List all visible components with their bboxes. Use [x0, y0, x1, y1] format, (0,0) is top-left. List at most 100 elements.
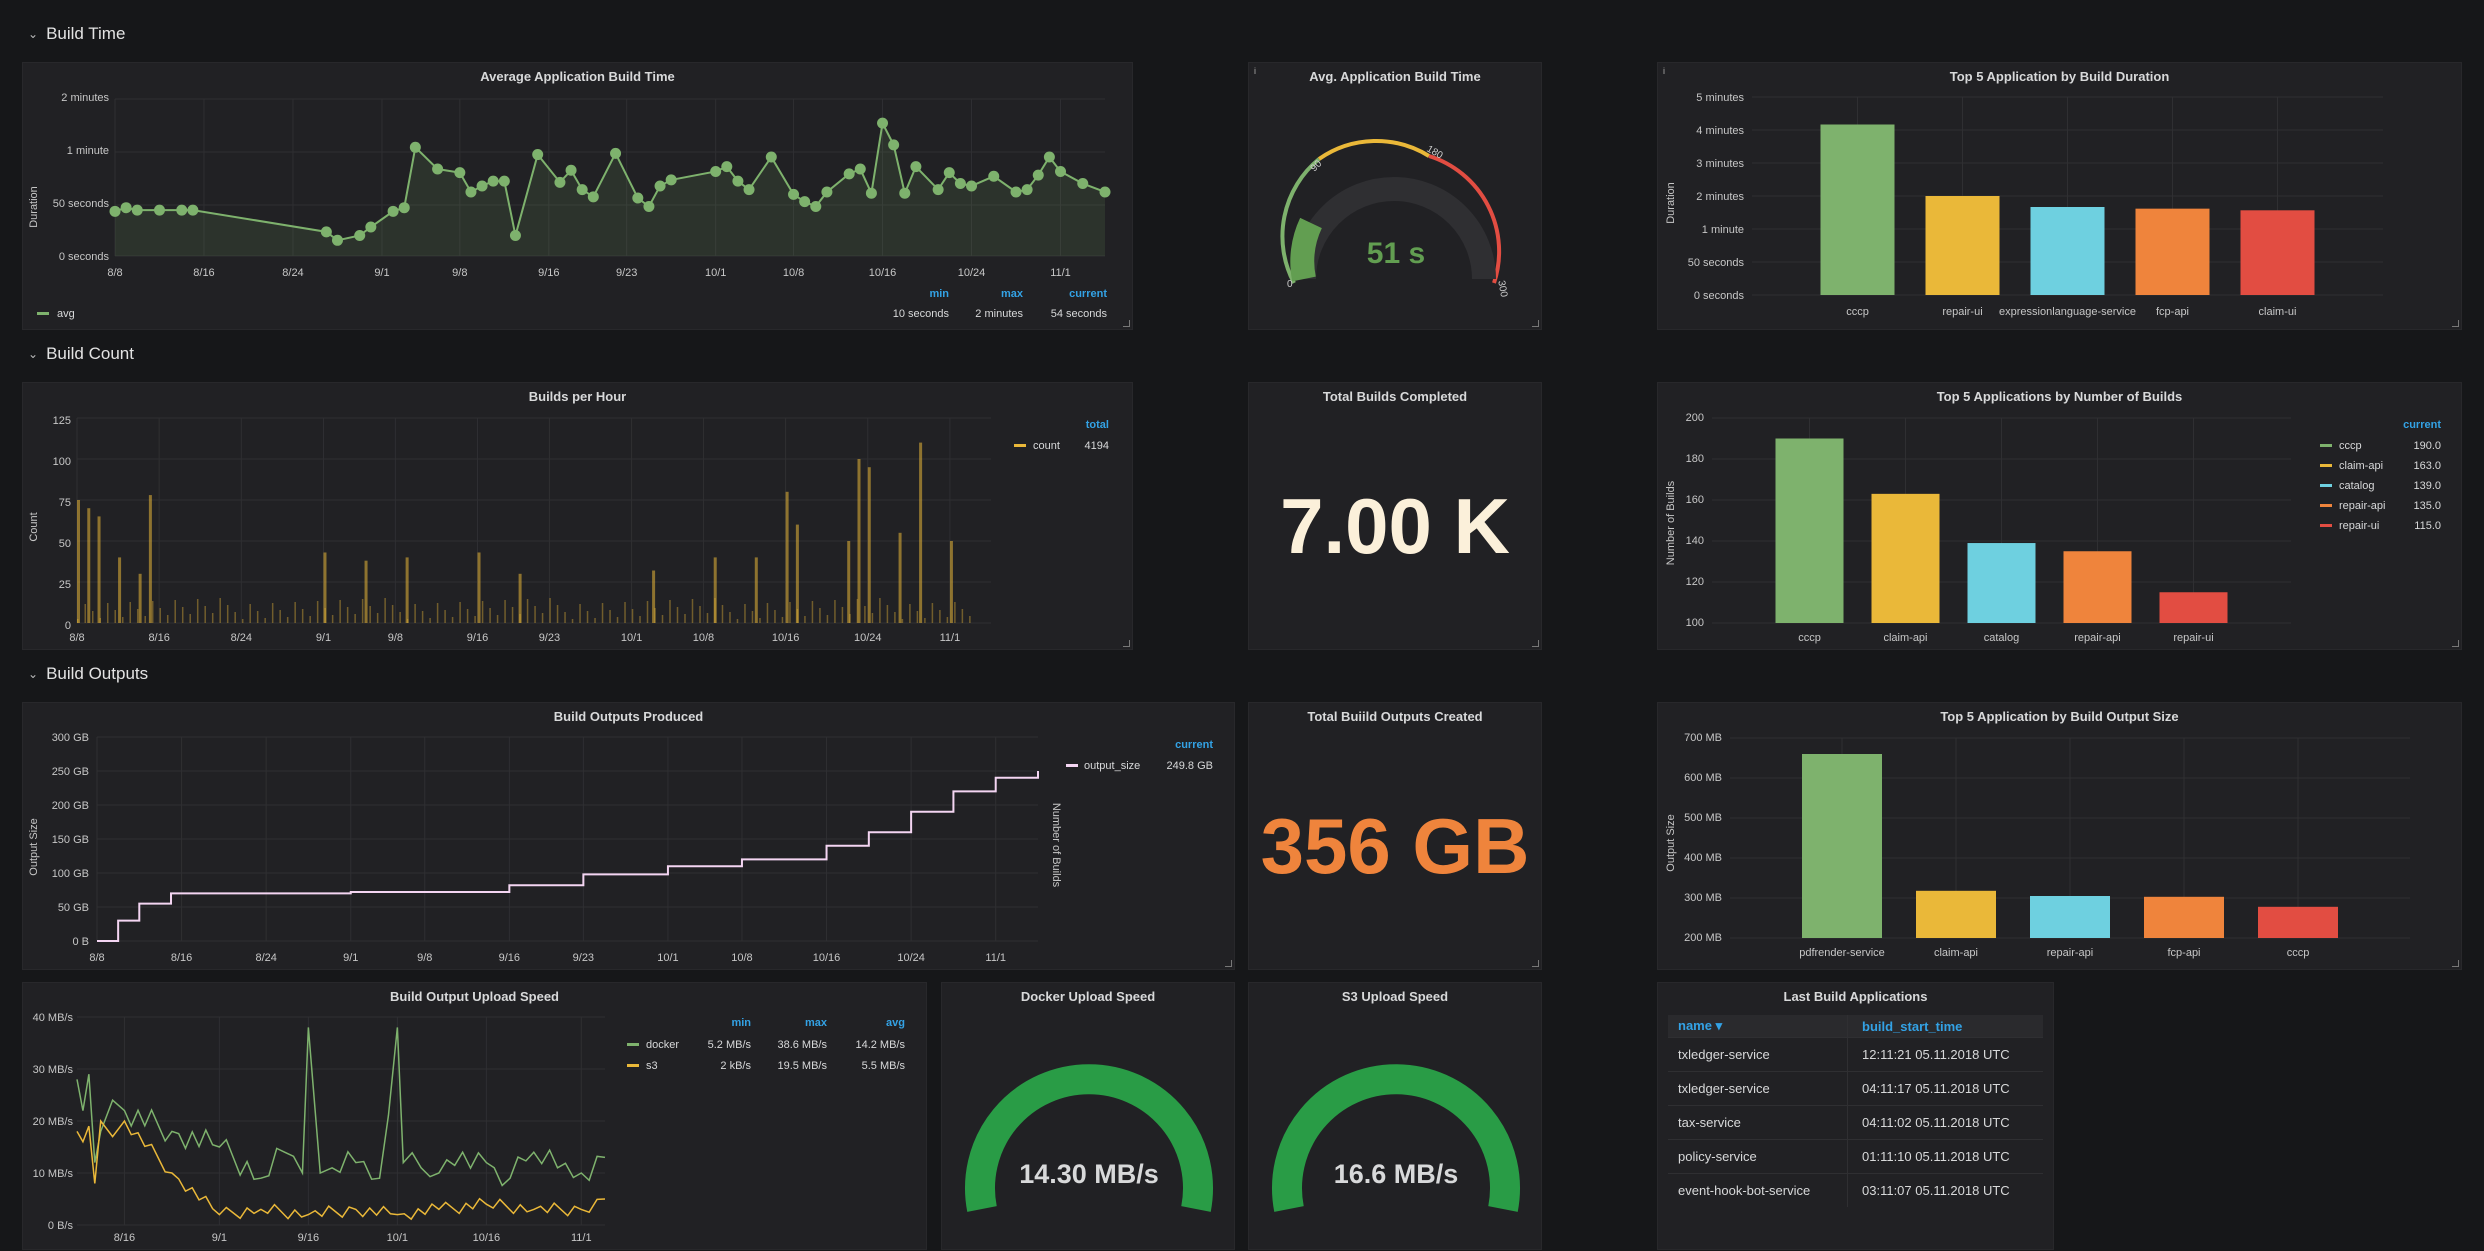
y-tick: 50 GB [58, 902, 89, 914]
bar [867, 467, 871, 623]
row-title-build-outputs[interactable]: ⌄ Build Outputs [28, 664, 149, 683]
bar [211, 613, 214, 623]
bar [676, 607, 679, 623]
legend-series[interactable]: catalog [2339, 480, 2374, 492]
bar [774, 610, 776, 623]
panel-s3-speed[interactable]: S3 Upload Speed 16.6 MB/s [1248, 982, 1542, 1250]
panel-avg-build-time[interactable]: Average Application Build Time Duration … [22, 62, 1133, 330]
resize-handle[interactable] [2452, 320, 2459, 327]
resize-handle[interactable] [1532, 960, 1539, 967]
info-icon[interactable]: i [1663, 66, 1665, 76]
data-point [1021, 184, 1033, 196]
legend-max: 19.5 MB/s [777, 1060, 827, 1072]
bar [466, 609, 469, 623]
y-tick: 2 minutes [1696, 191, 1744, 203]
y-tick: 700 MB [1684, 732, 1722, 744]
column-header-build-start-time[interactable]: build_start_time [1862, 1018, 1963, 1034]
legend-series[interactable]: repair-api [2339, 500, 2385, 512]
data-point [509, 229, 521, 241]
bar-repair-ui [1925, 196, 2000, 295]
data-point [732, 175, 744, 187]
info-icon[interactable]: i [1254, 66, 1256, 76]
legend-series[interactable]: avg [57, 308, 75, 320]
data-point [476, 180, 488, 192]
x-tick: 8/16 [114, 1232, 135, 1244]
cell-name: tax-service [1668, 1106, 1848, 1139]
bar [121, 617, 124, 623]
bar [138, 573, 142, 623]
bar [77, 619, 79, 623]
bar-claim-api [1871, 493, 1940, 623]
cell-time: 01:11:10 05.11.2018 UTC [1862, 1149, 2010, 1164]
x-tick: cccp [2287, 947, 2310, 959]
legend-series-docker[interactable]: docker [646, 1039, 679, 1051]
x-tick: 8/8 [107, 267, 122, 279]
bar [646, 601, 649, 623]
panel-total-outputs[interactable]: Total Buiild Outputs Created 356 GB [1248, 702, 1542, 970]
row-title-build-count[interactable]: ⌄ Build Count [28, 344, 134, 363]
legend-current: 190.0 [2413, 440, 2441, 452]
row-title-build-time[interactable]: ⌄ Build Time [28, 24, 126, 43]
table-row: tax-service 04:11:02 05.11.2018 UTC [1668, 1105, 2043, 1139]
bar-fcp-api [2135, 208, 2210, 295]
bar [609, 610, 611, 623]
x-tick: 9/16 [538, 267, 559, 279]
x-tick: 10/16 [772, 632, 800, 644]
data-point [654, 180, 666, 192]
x-tick: 10/24 [958, 267, 986, 279]
gauge-value: 51 s [1367, 237, 1425, 270]
bar [766, 603, 769, 623]
y-tick: 0 seconds [1694, 290, 1745, 302]
legend-header-max: max [805, 1017, 828, 1029]
legend-series[interactable]: repair-ui [2339, 520, 2379, 532]
resize-handle[interactable] [1225, 960, 1232, 967]
bar [489, 608, 491, 623]
legend-swatch-claim-api [2320, 464, 2332, 467]
resize-handle[interactable] [1532, 320, 1539, 327]
column-header-name[interactable]: name ▾ [1668, 1015, 1848, 1037]
panel-top5-output-size[interactable]: Top 5 Application by Build Output Size O… [1657, 702, 2462, 970]
data-point [954, 178, 966, 190]
bar [744, 604, 746, 623]
data-point [1032, 169, 1044, 181]
cell-name: txledger-service [1668, 1038, 1848, 1071]
legend-series[interactable]: count [1033, 440, 1060, 452]
data-point [665, 174, 677, 186]
bar [196, 599, 199, 623]
resize-handle[interactable] [2452, 640, 2459, 647]
x-tick: 10/8 [783, 267, 804, 279]
resize-handle[interactable] [2452, 960, 2459, 967]
bar [234, 612, 236, 623]
bar [706, 613, 709, 623]
data-point [454, 167, 466, 179]
x-tick: repair-api [2074, 632, 2120, 644]
panel-upload-speed[interactable]: Build Output Upload Speed 40 MB/s 30 MB/… [22, 982, 927, 1250]
legend-min: 10 seconds [893, 308, 950, 320]
x-tick: 10/1 [387, 1232, 408, 1244]
panel-total-builds[interactable]: Total Builds Completed 7.00 K [1248, 382, 1542, 650]
data-point [120, 202, 132, 214]
legend-series-s3[interactable]: s3 [646, 1060, 658, 1072]
panel-avg-build-gauge[interactable]: i Avg. Application Build Time 0 90 180 3… [1248, 62, 1542, 330]
legend-series[interactable]: claim-api [2339, 460, 2383, 472]
legend-series[interactable]: cccp [2339, 440, 2362, 452]
panel-top5-builds[interactable]: Top 5 Applications by Number of Builds N… [1657, 382, 2462, 650]
bar [624, 602, 626, 623]
builds-per-hour-chart: Count 125 100 75 50 25 0 8/8 8/16 8/24 9/1 9… [28, 415, 1109, 644]
resize-handle[interactable] [1123, 640, 1130, 647]
resize-handle[interactable] [1532, 640, 1539, 647]
panel-docker-speed[interactable]: Docker Upload Speed 14.30 MB/s [941, 982, 1235, 1250]
bar [924, 618, 926, 623]
panel-builds-per-hour[interactable]: Builds per Hour Count 125 100 75 50 25 0… [22, 382, 1133, 650]
bar [579, 604, 581, 623]
bar-cccp [2258, 906, 2338, 938]
y-tick: 600 MB [1684, 772, 1722, 784]
bar [481, 601, 484, 623]
panel-last-builds[interactable]: Last Build Applications name ▾ build_sta… [1657, 982, 2054, 1250]
y-tick: 0 B [72, 936, 89, 948]
data-point [487, 175, 499, 187]
resize-handle[interactable] [1123, 320, 1130, 327]
panel-build-outputs[interactable]: Build Outputs Produced Output Size Numbe… [22, 702, 1235, 970]
legend-series[interactable]: output_size [1084, 760, 1140, 772]
panel-top5-duration[interactable]: i Top 5 Application by Build Duration Du… [1657, 62, 2462, 330]
